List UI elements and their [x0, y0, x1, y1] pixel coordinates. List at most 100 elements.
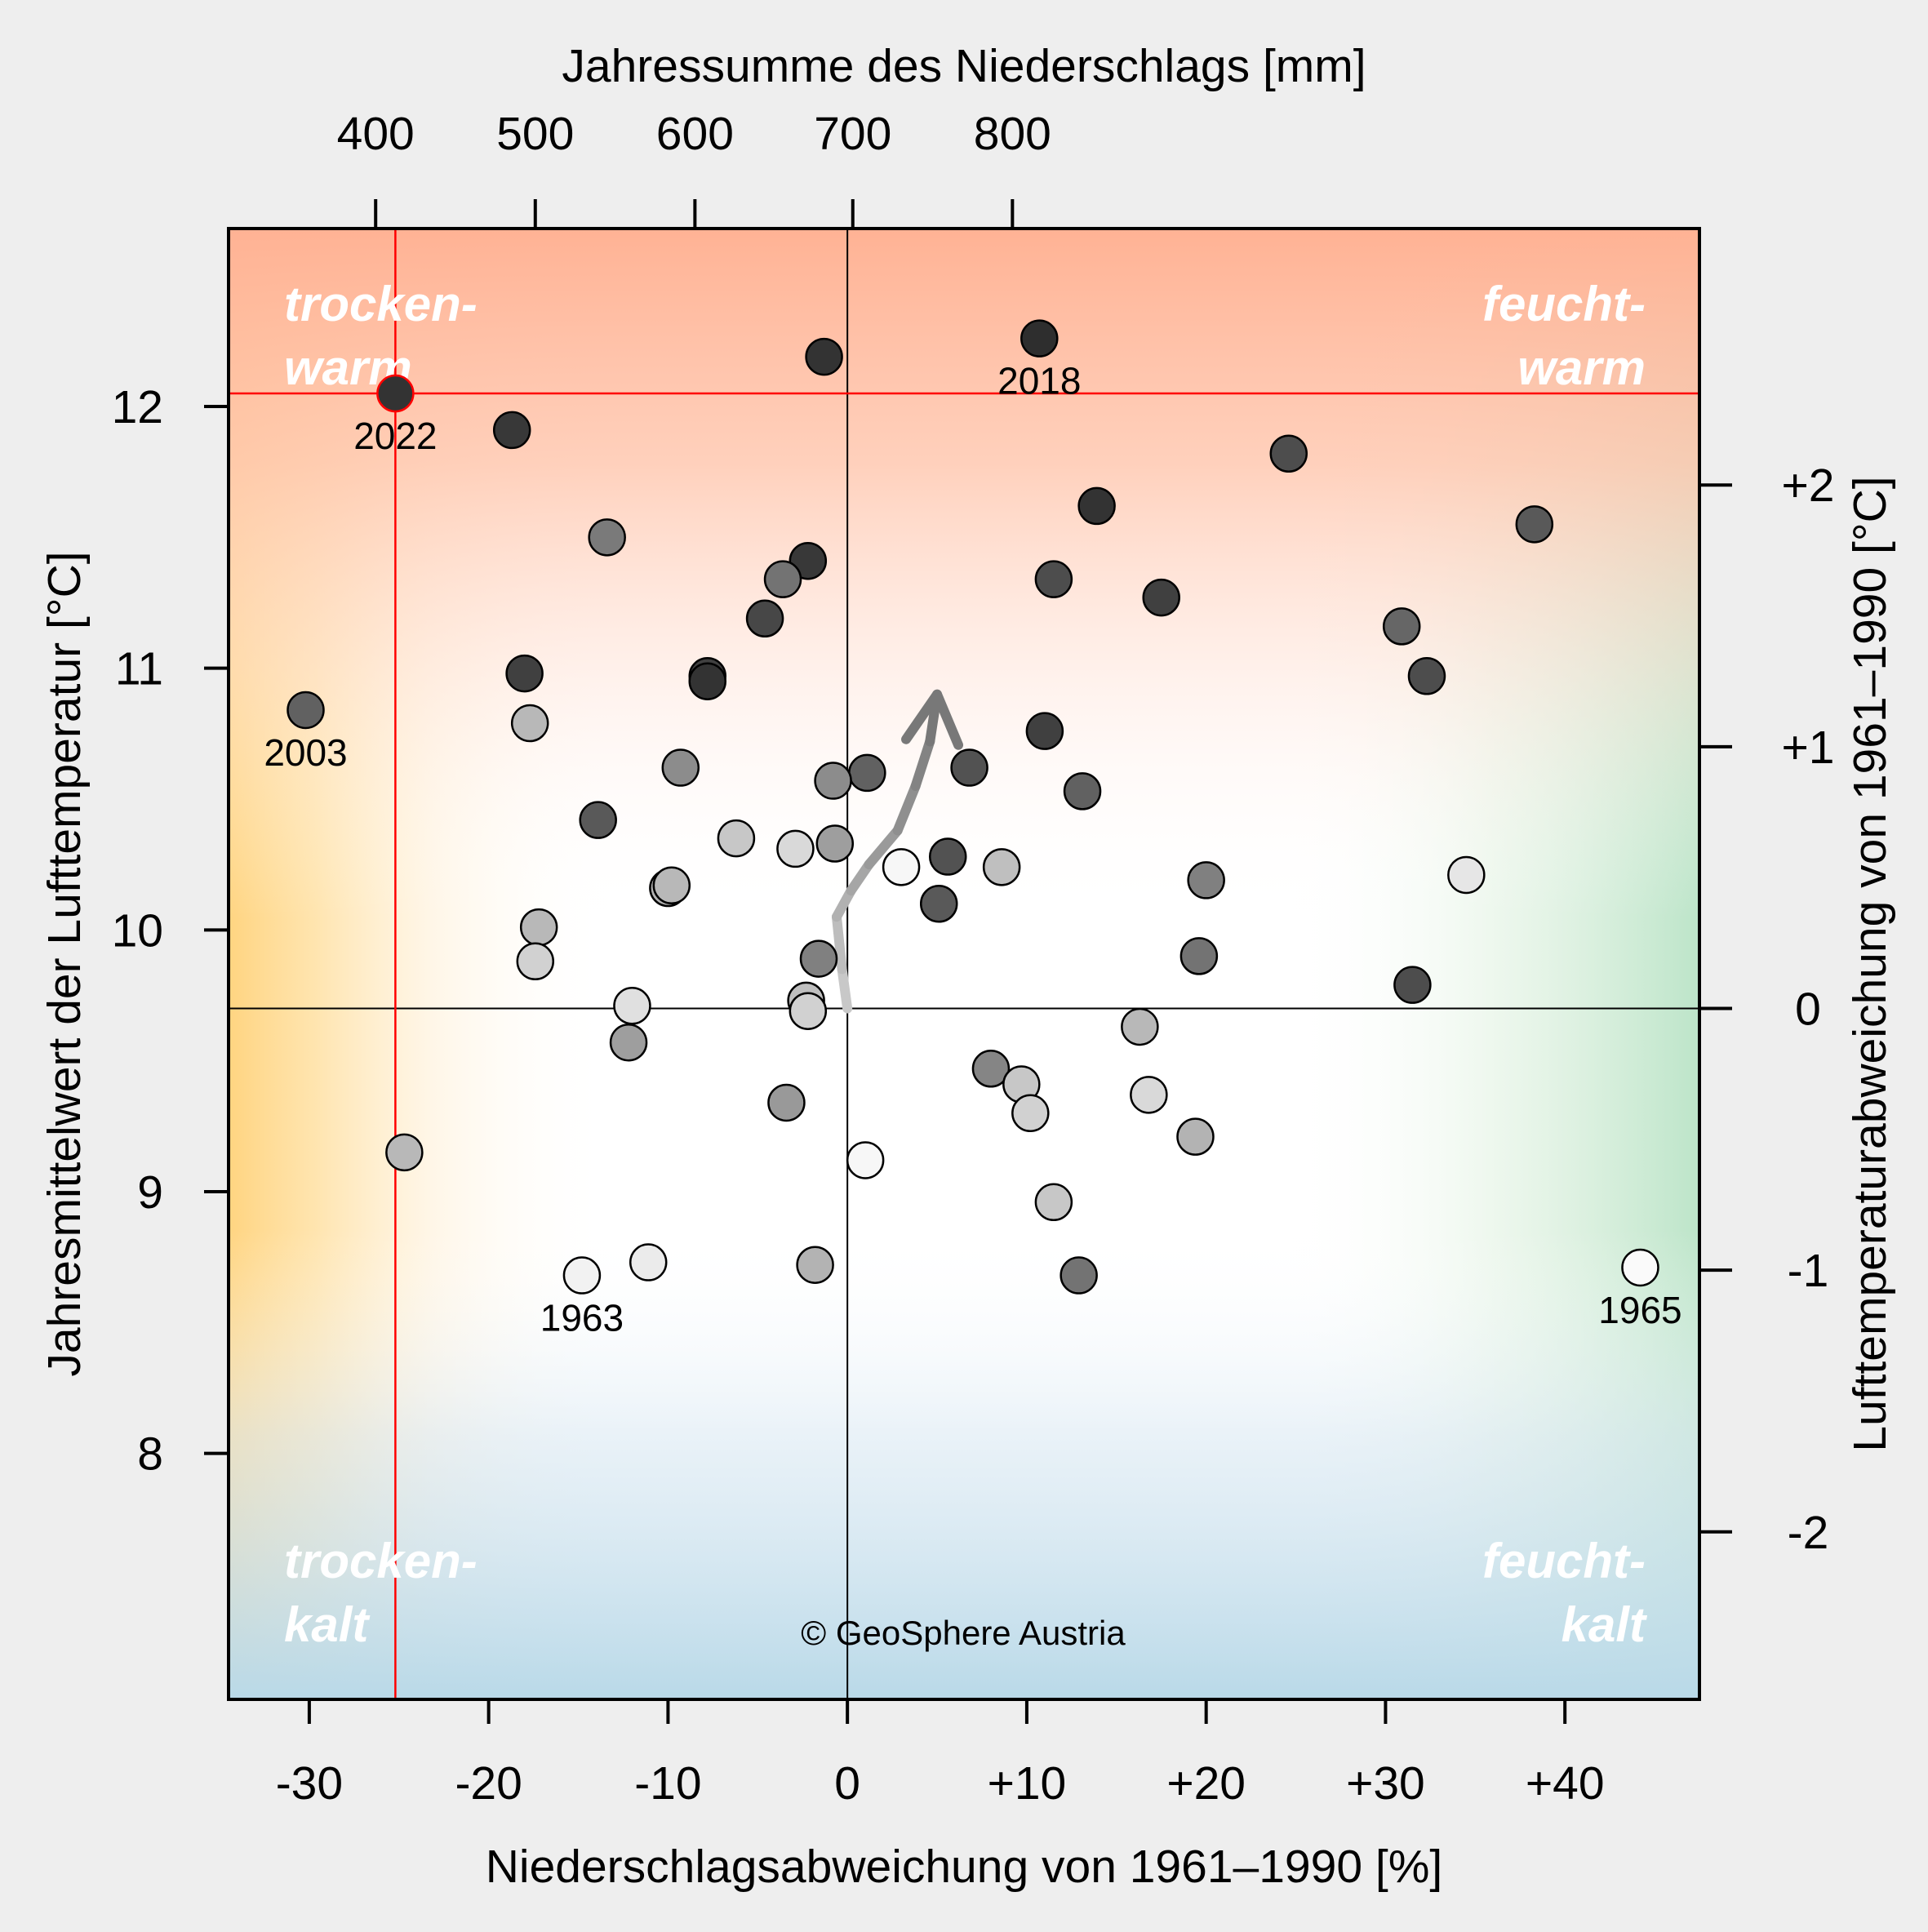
trend-segment — [846, 859, 874, 896]
y-axis-right: -2 -1 0 +1 +2 — [1699, 460, 1835, 1559]
data-point — [1034, 1183, 1073, 1222]
trend-segment — [831, 912, 847, 975]
plot-background — [229, 229, 1699, 1699]
x-axis-title-bottom: Niederschlagsabweichung von 1961–1990 [%… — [486, 1841, 1442, 1893]
data-point — [609, 1023, 648, 1062]
data-point — [516, 942, 555, 981]
year-label: 1963 — [540, 1297, 624, 1339]
data-point — [1060, 1256, 1098, 1295]
trend-segment — [831, 886, 856, 922]
quadrant-label-top-right-line2: warm — [1517, 340, 1646, 395]
x-axis-title-top: Jahressumme des Niederschlags [mm] — [562, 40, 1366, 92]
data-point — [814, 762, 852, 800]
data-point — [1130, 1076, 1168, 1114]
data-point — [1176, 1117, 1215, 1156]
data-point — [1034, 560, 1073, 598]
plot-frame — [227, 227, 1701, 1701]
x-tick-label-bottom: 0 — [834, 1757, 860, 1810]
x-tick-label-bottom: -10 — [634, 1757, 701, 1810]
reference-lines — [229, 229, 1699, 1699]
data-point — [579, 801, 617, 839]
trend-segment — [837, 964, 853, 1014]
data-point — [776, 829, 815, 868]
data-point — [505, 654, 544, 693]
data-point — [971, 1050, 1011, 1088]
data-point — [519, 908, 558, 947]
data-point — [717, 819, 756, 858]
data-point — [1063, 772, 1102, 811]
y-tick-label-right: -2 — [1788, 1507, 1829, 1559]
x-tick-label-top: 700 — [814, 108, 891, 160]
year-label: 1965 — [1598, 1289, 1681, 1331]
year-label: 2003 — [264, 731, 347, 774]
x-tick-label-bottom: +40 — [1526, 1757, 1605, 1810]
data-point — [745, 599, 784, 638]
x-tick-label-bottom: +20 — [1166, 1757, 1246, 1810]
x-tick-label-top: 800 — [974, 108, 1051, 160]
data-point — [928, 837, 967, 876]
data-point — [1142, 578, 1180, 617]
quadrant-label-top-left-line1: trocken- — [284, 277, 478, 331]
data-point — [1447, 855, 1486, 895]
data-point — [492, 411, 531, 450]
data-point — [1393, 966, 1432, 1004]
quadrant-label-bottom-left-line2: kalt — [284, 1597, 371, 1652]
data-point — [1621, 1248, 1659, 1287]
data-point — [287, 691, 325, 730]
copyright-text: © GeoSphere Austria — [801, 1614, 1126, 1652]
year-labels: 2022 2003 2018 1963 1965 — [264, 360, 1681, 1339]
data-point — [613, 987, 651, 1025]
data-point — [1407, 657, 1446, 695]
data-point — [767, 1083, 806, 1122]
data-point — [1179, 937, 1219, 975]
y-tick-label-right: +1 — [1782, 722, 1835, 774]
data-point — [661, 748, 700, 787]
year-label: 2018 — [997, 360, 1081, 402]
x-tick-label-top: 600 — [656, 108, 734, 160]
quadrant-label-bottom-left-line1: trocken- — [284, 1534, 478, 1588]
trend-arrow — [831, 689, 964, 1014]
x-tick-label-bottom: -20 — [455, 1757, 522, 1810]
y-axis-left: 8 9 10 11 12 — [112, 381, 229, 1481]
y-axis-title-right: Lufttemperaturabweichung von 1961–1990 [… — [1844, 476, 1896, 1451]
y-tick-label-left: 12 — [112, 381, 163, 433]
data-point — [789, 992, 828, 1030]
x-tick-label-bottom: +10 — [988, 1757, 1067, 1810]
highlight-lines — [229, 229, 1699, 1699]
data-point — [688, 662, 726, 700]
data-point — [1382, 607, 1421, 646]
data-point — [588, 518, 626, 557]
quadrant-label-top-right-line1: feucht- — [1482, 277, 1646, 331]
y-tick-label-left: 9 — [137, 1166, 163, 1219]
data-point — [1077, 486, 1116, 526]
data-point — [562, 1256, 602, 1295]
x-axis-top: 400 500 600 700 800 — [337, 108, 1051, 229]
data-point — [1121, 1007, 1159, 1046]
trend-segment — [910, 736, 935, 791]
x-axis-bottom: -30 -20 -10 0 +10 +20 +30 +40 — [276, 1699, 1605, 1810]
data-point — [1011, 1094, 1050, 1133]
trend-segment — [892, 780, 921, 836]
data-point — [1025, 712, 1064, 750]
y-tick-label-right: -1 — [1788, 1245, 1829, 1297]
data-point — [846, 1141, 885, 1179]
data-point — [1269, 434, 1308, 473]
data-point — [1515, 505, 1554, 544]
quadrant-label-bottom-right-line2: kalt — [1562, 1597, 1648, 1652]
quadrant-label-bottom-right-line1: feucht- — [1482, 1534, 1646, 1588]
y-tick-label-right: +2 — [1782, 460, 1835, 512]
data-point — [982, 848, 1021, 886]
data-point — [950, 748, 988, 787]
data-point — [652, 866, 691, 905]
data-point — [1187, 861, 1225, 899]
x-tick-label-bottom: -30 — [276, 1757, 343, 1810]
data-point — [882, 848, 921, 886]
x-tick-label-top: 400 — [337, 108, 415, 160]
y-tick-label-left: 8 — [137, 1428, 163, 1481]
data-point — [629, 1243, 668, 1281]
data-point — [805, 337, 843, 376]
y-axis-title-left: Jahresmittelwert der Lufttemperatur [°C] — [38, 551, 91, 1376]
data-point — [919, 885, 958, 923]
y-tick-label-right: 0 — [1795, 984, 1821, 1036]
